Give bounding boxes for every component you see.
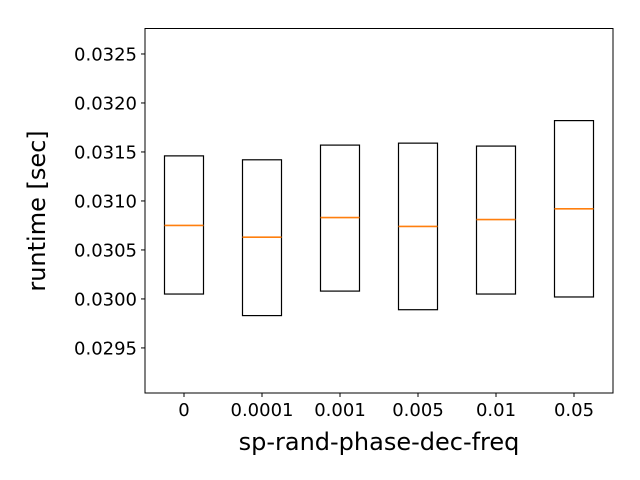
y-tick-label-3: 0.0310 bbox=[74, 191, 137, 212]
x-tick-label-0: 0 bbox=[178, 400, 189, 421]
x-axis: 0 0.0001 0.001 0.005 0.01 0.05 bbox=[178, 393, 594, 421]
median-series bbox=[164, 207, 594, 239]
y-tick-label-4: 0.0315 bbox=[74, 142, 137, 163]
y-tick-label-0: 0.0295 bbox=[74, 338, 137, 359]
plot-frame bbox=[144, 28, 614, 394]
y-tick-label-5: 0.0320 bbox=[74, 93, 137, 114]
y-tick-label-1: 0.0300 bbox=[74, 289, 137, 310]
y-tick-label-2: 0.0305 bbox=[74, 240, 137, 261]
x-tick-label-3: 0.005 bbox=[392, 400, 444, 421]
x-tick-label-5: 0.05 bbox=[554, 400, 594, 421]
x-tick-label-1: 0.0001 bbox=[231, 400, 294, 421]
plot-area bbox=[145, 28, 613, 393]
y-axis-label: runtime [sec] bbox=[23, 130, 51, 291]
x-axis-label: sp-rand-phase-dec-freq bbox=[239, 428, 520, 456]
x-tick-label-2: 0.001 bbox=[314, 400, 366, 421]
y-tick-label-6: 0.0325 bbox=[74, 44, 137, 65]
y-axis: 0.0295 0.0300 0.0305 0.0310 0.0315 0.0320 0.03… bbox=[74, 44, 145, 359]
x-tick-label-4: 0.01 bbox=[476, 400, 516, 421]
